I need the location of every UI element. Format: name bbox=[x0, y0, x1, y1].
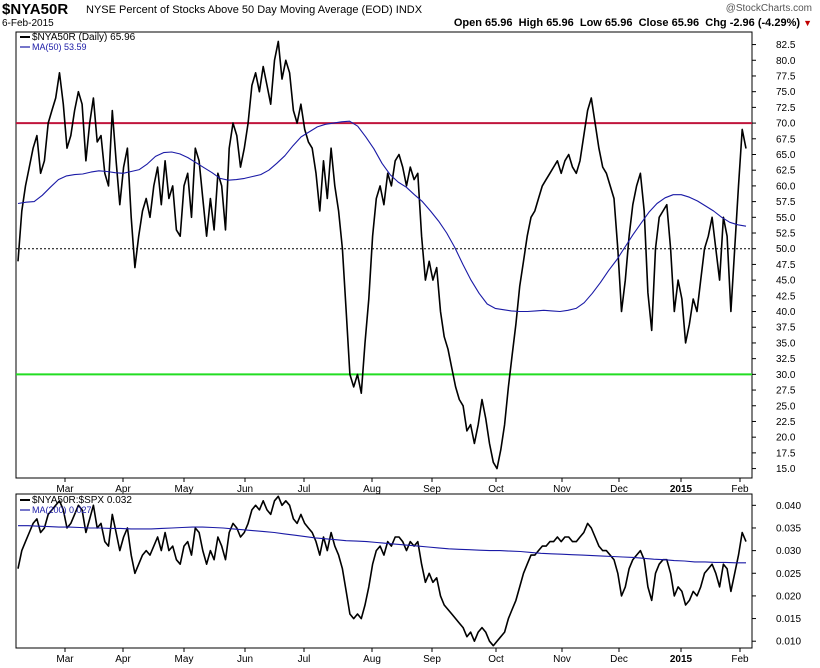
y-tick-label: 32.5 bbox=[776, 354, 796, 365]
y-tick-label: 57.5 bbox=[776, 197, 796, 208]
y-tick-label: 0.040 bbox=[776, 501, 801, 512]
x-tick-label: Feb bbox=[731, 654, 749, 665]
y-tick-label: 72.5 bbox=[776, 103, 796, 114]
legend-entry: MA(50) 53.59 bbox=[32, 42, 87, 52]
down-arrow-icon: ▼ bbox=[803, 18, 812, 28]
x-tick-label: May bbox=[175, 654, 194, 665]
x-tick-label: Sep bbox=[423, 654, 441, 665]
x-tick-label: Nov bbox=[553, 654, 571, 665]
x-tick-label: Oct bbox=[488, 484, 504, 495]
close-label: Close bbox=[638, 17, 669, 29]
y-tick-label: 37.5 bbox=[776, 323, 796, 334]
y-tick-label: 0.035 bbox=[776, 523, 801, 534]
high-label: High bbox=[518, 17, 544, 29]
y-tick-label: 65.0 bbox=[776, 150, 796, 161]
y-tick-label: 62.5 bbox=[776, 166, 796, 177]
series-line-main bbox=[17, 495, 747, 647]
y-tick-label: 30.0 bbox=[776, 370, 796, 381]
x-tick-label: Mar bbox=[56, 484, 74, 495]
y-tick-label: 25.0 bbox=[776, 401, 796, 412]
ohlc-readout: Open 65.96 High 65.96 Low 65.96 Close 65… bbox=[454, 17, 812, 29]
x-tick-label: Dec bbox=[610, 484, 628, 495]
y-tick-label: 52.5 bbox=[776, 229, 796, 240]
y-tick-label: 82.5 bbox=[776, 40, 796, 51]
legend-entry: $NYA50R:$SPX 0.032 bbox=[32, 495, 132, 506]
brand-watermark[interactable]: @StockCharts.com bbox=[725, 3, 812, 14]
y-tick-label: 45.0 bbox=[776, 276, 796, 287]
y-tick-label: 50.0 bbox=[776, 244, 796, 255]
y-tick-label: 77.5 bbox=[776, 71, 796, 82]
y-tick-label: 17.5 bbox=[776, 448, 796, 459]
x-tick-label: Jul bbox=[298, 654, 311, 665]
x-tick-label: Apr bbox=[115, 484, 131, 495]
open-label: Open bbox=[453, 17, 482, 29]
x-tick-label: Mar bbox=[56, 654, 74, 665]
y-tick-label: 42.5 bbox=[776, 291, 796, 302]
legend-entry: MA(200) 0.027 bbox=[32, 505, 92, 515]
x-tick-label: May bbox=[175, 484, 194, 495]
y-tick-label: 20.0 bbox=[776, 433, 796, 444]
y-tick-label: 75.0 bbox=[776, 87, 796, 98]
y-tick-label: 27.5 bbox=[776, 386, 796, 397]
x-tick-label: Dec bbox=[610, 654, 628, 665]
x-tick-label: Feb bbox=[731, 484, 749, 495]
upper-panel: 82.5 80.0 77.5 75.0 72.5 70.0 67.5 65.0 62.5 60.0… bbox=[15, 31, 796, 495]
high-value: 65.96 bbox=[546, 17, 574, 29]
x-tick-label: 2015 bbox=[670, 654, 693, 665]
y-tick-label: 0.025 bbox=[776, 569, 801, 580]
x-tick-label: Jun bbox=[237, 484, 253, 495]
plot-frame bbox=[15, 31, 753, 479]
y-tick-label: 60.0 bbox=[776, 181, 796, 192]
x-tick-label: Sep bbox=[423, 484, 441, 495]
y-tick-label: 55.0 bbox=[776, 213, 796, 224]
y-tick-label: 80.0 bbox=[776, 56, 796, 67]
chg-label: Chg bbox=[705, 17, 727, 29]
y-tick-label: 67.5 bbox=[776, 134, 796, 145]
y-tick-label: 0.030 bbox=[776, 546, 801, 557]
x-tick-label: Aug bbox=[363, 654, 381, 665]
series-line-main bbox=[17, 40, 747, 470]
y-tick-label: 47.5 bbox=[776, 260, 796, 271]
y-tick-label: 15.0 bbox=[776, 464, 796, 475]
chg-value: -2.96 (-4.29%) bbox=[729, 17, 801, 29]
chart-ticker: $NYA50R bbox=[2, 1, 69, 18]
x-tick-label: Nov bbox=[553, 484, 571, 495]
x-tick-label: Aug bbox=[363, 484, 381, 495]
lower-panel: 0.040 0.035 0.030 0.025 0.020 0.015 0.010 Mar Ap… bbox=[15, 493, 801, 665]
series-line-ma bbox=[17, 120, 747, 313]
y-tick-label: 22.5 bbox=[776, 417, 796, 428]
low-label: Low bbox=[579, 17, 602, 29]
legend-entry: $NYA50R (Daily) 65.96 bbox=[32, 32, 136, 43]
series-line-ma bbox=[18, 525, 746, 564]
chart-date: 6-Feb-2015 bbox=[2, 18, 54, 29]
plot-frame bbox=[15, 493, 753, 649]
x-tick-label: Jul bbox=[298, 484, 311, 495]
y-tick-label: 0.015 bbox=[776, 614, 801, 625]
y-tick-label: 40.0 bbox=[776, 307, 796, 318]
x-tick-label: 2015 bbox=[670, 484, 693, 495]
chart-title: NYSE Percent of Stocks Above 50 Day Movi… bbox=[86, 4, 423, 16]
open-value: 65.96 bbox=[485, 17, 513, 29]
x-tick-label: Jun bbox=[237, 654, 253, 665]
y-tick-label: 35.0 bbox=[776, 338, 796, 349]
low-value: 65.96 bbox=[604, 17, 633, 29]
y-tick-label: 0.020 bbox=[776, 591, 801, 602]
close-value: 65.96 bbox=[671, 17, 700, 29]
y-tick-label: 70.0 bbox=[776, 119, 796, 130]
x-tick-label: Oct bbox=[488, 654, 504, 665]
x-tick-label: Apr bbox=[115, 654, 131, 665]
y-tick-label: 0.010 bbox=[776, 637, 801, 648]
